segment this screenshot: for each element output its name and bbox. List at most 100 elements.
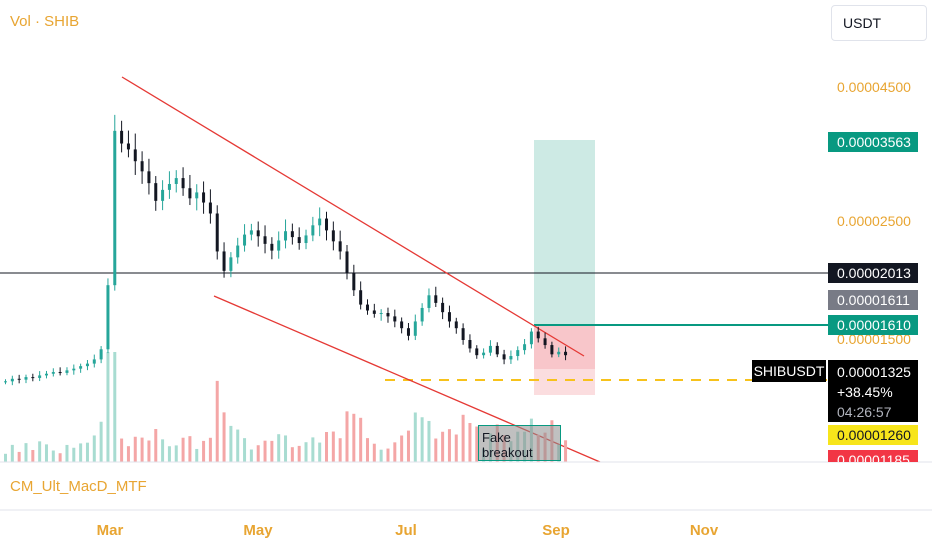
volume-bar (236, 429, 240, 462)
x-tick-label: Mar (96, 522, 124, 539)
volume-bar (263, 440, 267, 462)
current-price: 0.00001325 (837, 364, 911, 380)
candle-body (536, 331, 540, 339)
position-zones (534, 140, 595, 395)
candle-body (113, 130, 117, 286)
volume-bar (311, 437, 315, 462)
volume-bar (277, 434, 281, 462)
candle-body (243, 234, 247, 246)
candle-body (318, 218, 322, 226)
candle-body (92, 359, 96, 364)
volume-bar (304, 442, 308, 462)
x-tick-label: Sep (542, 522, 570, 539)
volume-bar (99, 421, 103, 462)
candle-body (502, 354, 506, 360)
volume-bar (475, 426, 479, 462)
candle-body (434, 295, 438, 303)
volume-bar (133, 436, 137, 462)
x-tick-label: Nov (689, 522, 719, 539)
volume-bar (447, 429, 451, 462)
candle-body (154, 183, 158, 201)
volume-bar (359, 417, 363, 462)
currency-button[interactable]: USDT (831, 5, 927, 41)
volume-bar (461, 414, 465, 462)
candle-body (550, 345, 554, 355)
volume-bar (270, 440, 274, 462)
candle-body (51, 372, 55, 374)
volume-bar (31, 450, 35, 462)
volume-bar (120, 438, 124, 462)
volume-bar (413, 412, 417, 462)
stop-zone-lower (534, 369, 595, 395)
volume-bar (365, 438, 369, 462)
entry-price-tag: 0.00001610 (828, 315, 918, 335)
volume-bar (393, 442, 397, 462)
candle-body (249, 230, 253, 235)
candle-body (413, 321, 417, 336)
candle-body (126, 143, 130, 150)
fake-breakout-annotation[interactable]: Fake breakout (478, 425, 561, 461)
candle-body (277, 240, 281, 251)
candle-body (461, 328, 465, 340)
volume-bar (215, 380, 219, 462)
volume-bar (249, 449, 253, 462)
candle-body (79, 366, 83, 369)
candle-body (120, 130, 124, 144)
volume-bar (325, 432, 329, 462)
candlesticks (4, 114, 568, 386)
volume-indicator-label: Vol · SHIB (10, 13, 80, 30)
candle-body (441, 302, 445, 313)
candle-body (338, 241, 342, 252)
candle-body (270, 243, 274, 251)
volume-bar (154, 429, 158, 462)
volume-bar (379, 449, 383, 462)
volume-bar (290, 447, 294, 462)
candle-body (365, 304, 369, 311)
candle-body (475, 348, 479, 356)
volume-bar (147, 440, 151, 462)
candle-body (427, 295, 431, 308)
candle-body (72, 368, 76, 371)
volume-bar (406, 430, 410, 462)
volume-bar (161, 439, 165, 462)
candle-body (58, 372, 62, 374)
volume-bars (4, 352, 568, 462)
stop-price-tag: 0.00001185 (828, 450, 918, 462)
candle-body (44, 373, 48, 376)
volume-bar (318, 442, 322, 462)
candle-body (400, 321, 404, 329)
candle-body (420, 307, 424, 322)
volume-bar (113, 352, 117, 462)
candle-body (393, 316, 397, 322)
candle-body (516, 350, 520, 357)
volume-bar (222, 412, 226, 462)
volume-bar (338, 438, 342, 462)
candle-body (99, 349, 103, 360)
candle-body (222, 251, 226, 271)
volume-bar (564, 440, 568, 462)
upper-trendline (121, 76, 585, 357)
volume-bar (331, 431, 335, 462)
macd-indicator-label: CM_Ult_MacD_MTF (10, 478, 147, 495)
candle-body (202, 192, 206, 203)
candle-body (482, 352, 486, 356)
candle-body (359, 290, 363, 305)
candle-body (24, 377, 28, 380)
candle-body (564, 351, 568, 356)
volume-bar (284, 435, 288, 462)
candle-body (38, 375, 42, 378)
candle-body (509, 356, 513, 360)
candle-body (488, 345, 492, 353)
x-tick-label: May (243, 522, 273, 539)
crosshair-price-tag: 0.00001611 (828, 290, 918, 310)
volume-bar (400, 435, 404, 462)
volume-bar (202, 440, 206, 462)
current-price-box: 0.00001325 +38.45% 04:26:57 (828, 360, 918, 422)
candle-body (311, 225, 315, 236)
candle-body (106, 285, 110, 350)
y-tick-label: 0.00002500 (837, 213, 911, 229)
volume-bar (167, 446, 171, 462)
volume-bar (72, 447, 76, 462)
candle-body (379, 313, 383, 315)
